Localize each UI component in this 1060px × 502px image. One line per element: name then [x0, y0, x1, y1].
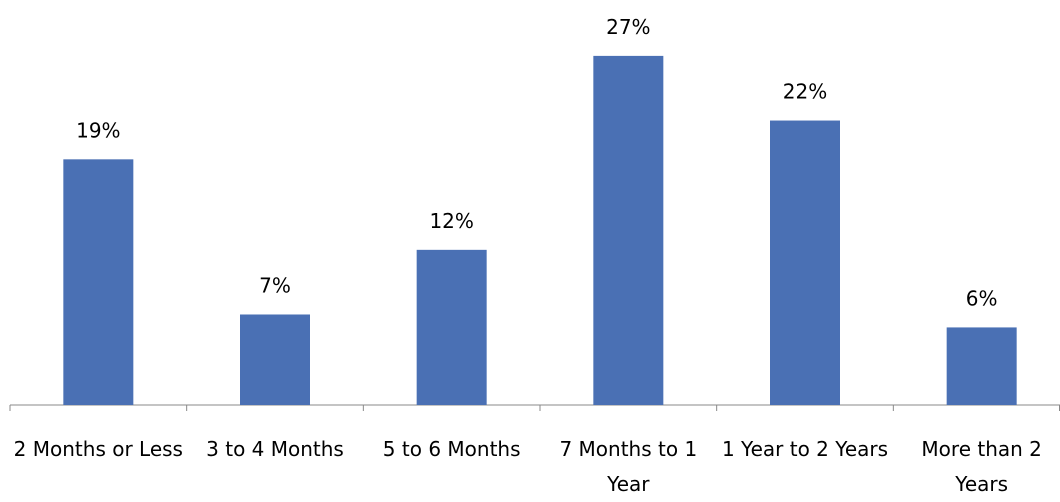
bar: [416, 249, 487, 405]
value-label: 19%: [76, 118, 120, 142]
x-tick-label: More than 2 Years: [921, 437, 1042, 496]
x-tick-label: 5 to 6 Months: [382, 437, 521, 461]
x-tick-label: 1 Year to 2 Years: [721, 437, 889, 461]
value-label: 22%: [783, 80, 827, 104]
bar: [240, 314, 310, 405]
bar: [63, 159, 134, 405]
x-tick-label: 3 to 4 Months: [206, 437, 344, 461]
bar: [946, 327, 1017, 405]
value-label: 7%: [259, 273, 291, 297]
bar: [770, 120, 840, 405]
value-label: 12%: [429, 209, 473, 233]
x-tick-label: 7 Months to 1 Year: [559, 437, 698, 496]
value-label: 27%: [606, 15, 650, 39]
value-label: 6%: [966, 286, 998, 310]
x-tick-label: 2 Months or Less: [13, 437, 183, 461]
bar: [593, 55, 664, 405]
